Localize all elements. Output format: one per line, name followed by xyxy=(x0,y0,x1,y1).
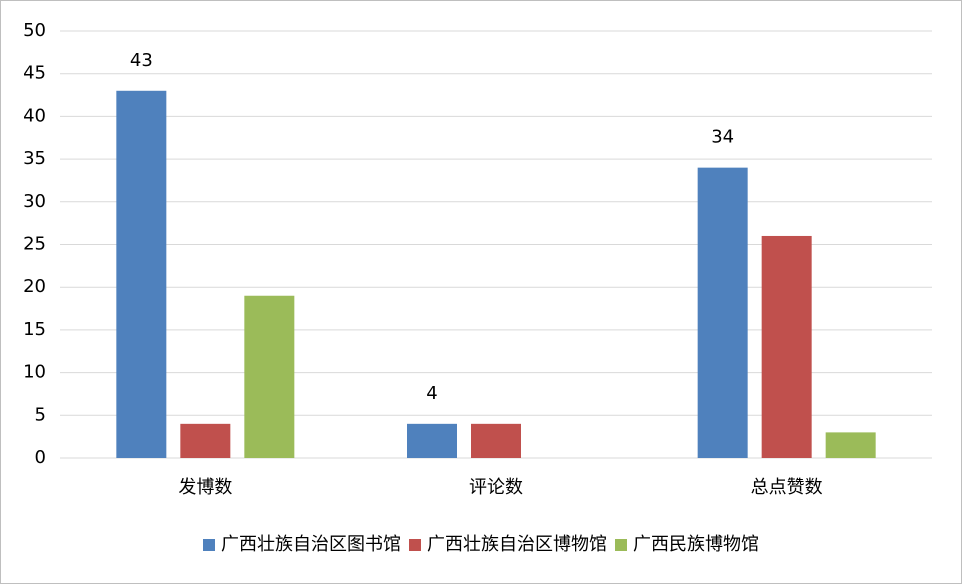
legend-label: 广西民族博物馆 xyxy=(633,534,759,555)
x-tick-label: 总点赞数 xyxy=(751,477,823,498)
data-label: 43 xyxy=(130,50,153,71)
legend-swatch xyxy=(615,539,627,551)
y-tick-label: 10 xyxy=(23,362,46,383)
x-tick-label: 发博数 xyxy=(178,477,232,498)
bar xyxy=(697,167,748,458)
legend-label: 广西壮族自治区图书馆 xyxy=(221,534,401,555)
bar xyxy=(244,295,295,458)
y-tick-label: 15 xyxy=(23,319,46,340)
bar xyxy=(116,90,167,458)
data-label: 4 xyxy=(426,383,437,404)
bar xyxy=(825,432,876,458)
y-tick-label: 35 xyxy=(23,148,46,169)
legend-swatch xyxy=(203,539,215,551)
y-tick-label: 30 xyxy=(23,191,46,212)
y-tick-label: 25 xyxy=(23,234,46,255)
y-tick-label: 40 xyxy=(23,105,46,126)
legend-swatch xyxy=(409,539,421,551)
bar xyxy=(471,423,521,458)
legend-label: 广西壮族自治区博物馆 xyxy=(427,534,607,555)
y-tick-label: 45 xyxy=(23,63,46,84)
bar xyxy=(180,423,231,458)
bar xyxy=(407,423,457,458)
y-tick-label: 20 xyxy=(23,276,46,297)
y-tick-label: 50 xyxy=(23,20,46,41)
x-tick-label: 评论数 xyxy=(469,477,523,498)
y-tick-label: 0 xyxy=(35,447,46,468)
data-label: 34 xyxy=(711,127,734,148)
y-tick-label: 5 xyxy=(35,404,46,425)
bar xyxy=(761,235,812,458)
